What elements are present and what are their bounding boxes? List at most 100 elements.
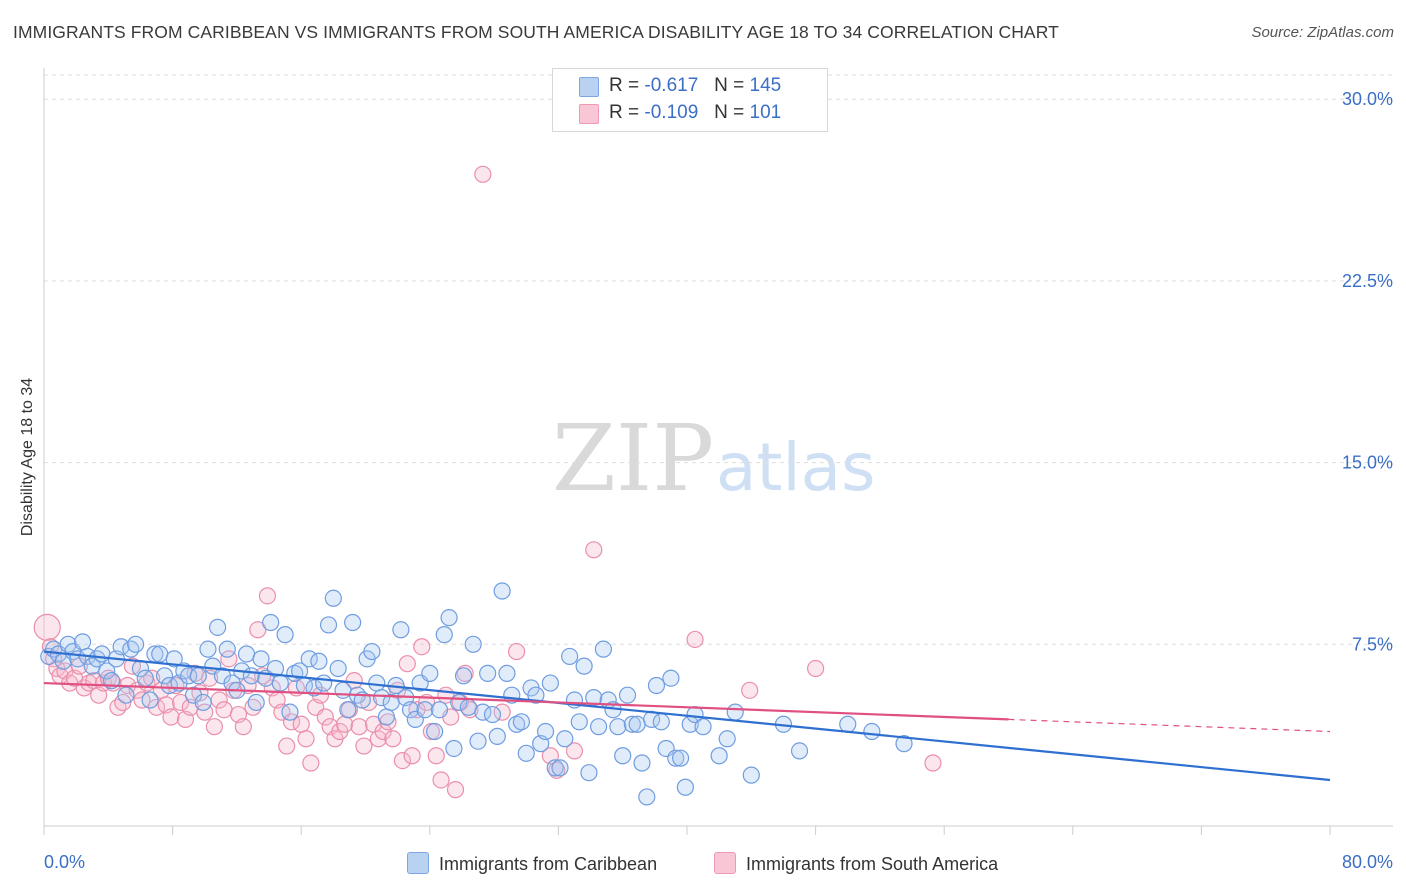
- caribbean-point: [623, 715, 641, 733]
- south-america-point: [393, 751, 412, 770]
- south-america-point: [162, 708, 180, 726]
- caribbean-point: [324, 589, 342, 607]
- caribbean-point: [426, 722, 444, 741]
- south-america-point: [741, 681, 759, 699]
- south-america-point: [215, 701, 233, 719]
- caribbean-point: [421, 664, 439, 682]
- south-america-point: [350, 718, 368, 736]
- y-tick-label: 22.5%: [1342, 271, 1393, 291]
- caribbean-point: [117, 686, 135, 704]
- caribbean-point: [633, 754, 651, 772]
- trend-lines: [43, 650, 1331, 782]
- bottom-legend-caribbean: Immigrants from Caribbean: [407, 852, 657, 875]
- caribbean-point: [628, 715, 646, 733]
- trend-line-south-america-extension: [1008, 718, 1331, 733]
- caribbean-point: [189, 667, 207, 685]
- caribbean-point: [718, 730, 736, 748]
- legend-swatch-south-america: [579, 104, 599, 124]
- bottom-legend-swatch-south-america: [714, 852, 736, 874]
- caribbean-point: [647, 676, 666, 695]
- caribbean-point: [726, 703, 744, 721]
- bottom-legend-south-america: Immigrants from South America: [714, 852, 998, 875]
- caribbean-point: [498, 664, 516, 682]
- bottom-legend-swatch-caribbean: [407, 852, 429, 874]
- caribbean-point: [464, 635, 482, 653]
- caribbean-point: [401, 701, 420, 719]
- south-america-point: [806, 659, 825, 678]
- caribbean-point: [551, 759, 569, 777]
- south-america-point: [474, 165, 492, 183]
- caribbean-point: [517, 744, 535, 762]
- bottom-legend-label-caribbean: Immigrants from Caribbean: [439, 854, 658, 874]
- caribbean-point: [209, 618, 227, 636]
- caribbean-point: [508, 715, 526, 733]
- south-america-point: [249, 621, 267, 639]
- caribbean-point: [589, 718, 608, 736]
- caribbean-point: [88, 650, 106, 668]
- caribbean-point: [469, 732, 487, 750]
- caribbean-point: [440, 609, 458, 627]
- south-america-point: [686, 630, 704, 649]
- caribbean-point: [377, 708, 395, 726]
- caribbean-point: [710, 747, 728, 765]
- south-america-point: [508, 642, 526, 661]
- south-america-point: [234, 718, 252, 736]
- caribbean-point: [618, 686, 637, 704]
- caribbean-point: [541, 674, 559, 692]
- caribbean-point: [237, 645, 256, 663]
- caribbean-point: [638, 788, 656, 806]
- caribbean-point: [165, 650, 183, 668]
- caribbean-point: [392, 621, 410, 639]
- caribbean-point: [180, 667, 198, 685]
- south-america-point: [302, 754, 320, 772]
- south-america-point: [345, 672, 363, 690]
- south-america-point: [292, 715, 310, 733]
- caribbean-point: [252, 650, 270, 668]
- caribbean-point: [199, 640, 217, 658]
- y-tick-label: 30.0%: [1342, 89, 1393, 109]
- caribbean-point: [454, 667, 473, 685]
- caribbean-point: [122, 640, 140, 658]
- south-america-point: [432, 771, 450, 789]
- south-america-point: [565, 742, 584, 760]
- caribbean-point: [73, 633, 92, 651]
- caribbean-point: [839, 715, 857, 733]
- south-america-point: [585, 541, 603, 559]
- caribbean-point: [271, 674, 289, 692]
- trend-line-caribbean: [43, 650, 1331, 782]
- caribbean-points: [40, 582, 913, 806]
- caribbean-point: [662, 669, 680, 687]
- x-tick-label-max: 80.0%: [1341, 852, 1393, 872]
- chart-title: IMMIGRANTS FROM CARIBBEAN VS IMMIGRANTS …: [13, 22, 1059, 42]
- south-america-point: [109, 698, 127, 716]
- caribbean-point: [372, 689, 391, 707]
- south-america-point: [446, 781, 465, 799]
- south-america-point: [258, 587, 277, 605]
- caribbean-point: [527, 686, 545, 704]
- caribbean-point: [652, 713, 670, 731]
- caribbean-point: [556, 730, 574, 748]
- caribbean-point: [319, 616, 338, 634]
- caribbean-point: [344, 613, 362, 632]
- caribbean-point: [575, 657, 593, 675]
- south-america-point: [278, 737, 296, 755]
- caribbean-point: [594, 640, 613, 658]
- trend-line-south-america: [43, 681, 1009, 721]
- caribbean-point: [151, 645, 169, 663]
- caribbean-point: [155, 667, 174, 685]
- caribbean-point: [416, 701, 434, 719]
- caribbean-point: [676, 778, 694, 796]
- caribbean-point: [334, 681, 352, 699]
- caribbean-point: [536, 722, 555, 741]
- south-america-point: [244, 698, 262, 716]
- bottom-legend-label-south-america: Immigrants from South America: [746, 854, 999, 874]
- caribbean-point: [430, 701, 449, 719]
- south-america-point: [33, 613, 61, 641]
- south-america-point: [427, 747, 445, 765]
- caribbean-point: [580, 764, 598, 782]
- south-america-point: [336, 715, 354, 733]
- caribbean-point: [561, 647, 579, 666]
- south-america-point: [80, 674, 98, 692]
- caribbean-point: [742, 766, 760, 784]
